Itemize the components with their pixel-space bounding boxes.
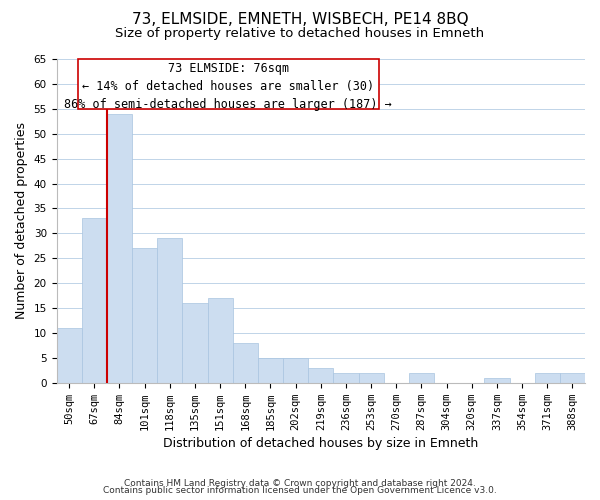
Bar bbox=[258, 358, 283, 383]
Text: 73 ELMSIDE: 76sqm
← 14% of detached houses are smaller (30)
86% of semi-detached: 73 ELMSIDE: 76sqm ← 14% of detached hous… bbox=[64, 62, 392, 111]
Bar bbox=[359, 373, 383, 383]
FancyBboxPatch shape bbox=[77, 59, 379, 109]
Bar bbox=[560, 373, 585, 383]
Bar bbox=[182, 303, 208, 383]
Bar bbox=[132, 248, 157, 383]
Bar bbox=[409, 373, 434, 383]
Bar bbox=[308, 368, 334, 383]
Y-axis label: Number of detached properties: Number of detached properties bbox=[15, 122, 28, 320]
Bar bbox=[56, 328, 82, 383]
Bar bbox=[334, 373, 359, 383]
Text: Contains HM Land Registry data © Crown copyright and database right 2024.: Contains HM Land Registry data © Crown c… bbox=[124, 478, 476, 488]
Bar bbox=[157, 238, 182, 383]
Bar bbox=[535, 373, 560, 383]
Bar bbox=[283, 358, 308, 383]
Text: Size of property relative to detached houses in Emneth: Size of property relative to detached ho… bbox=[115, 28, 485, 40]
Bar bbox=[233, 343, 258, 383]
Bar bbox=[208, 298, 233, 383]
X-axis label: Distribution of detached houses by size in Emneth: Distribution of detached houses by size … bbox=[163, 437, 478, 450]
Text: 73, ELMSIDE, EMNETH, WISBECH, PE14 8BQ: 73, ELMSIDE, EMNETH, WISBECH, PE14 8BQ bbox=[131, 12, 469, 28]
Text: Contains public sector information licensed under the Open Government Licence v3: Contains public sector information licen… bbox=[103, 486, 497, 495]
Bar bbox=[107, 114, 132, 383]
Bar bbox=[484, 378, 509, 383]
Bar bbox=[82, 218, 107, 383]
